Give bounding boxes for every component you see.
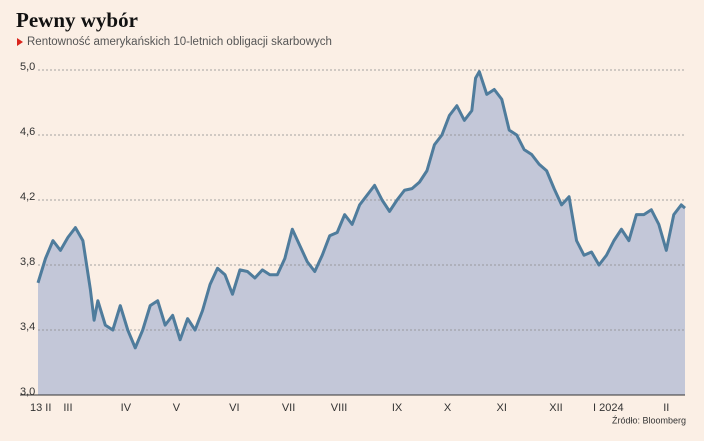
chart-title: Pewny wybór — [16, 8, 138, 32]
x-tick-label: 13 II — [30, 402, 51, 414]
x-tick-label: XI — [497, 402, 507, 414]
y-tick-label: 4,6 — [20, 126, 35, 138]
x-tick-label: IX — [392, 402, 403, 414]
x-tick-label: IV — [121, 402, 132, 414]
x-tick-label: II — [663, 402, 669, 414]
x-tick-label: XII — [549, 402, 562, 414]
x-tick-label: I 2024 — [593, 402, 624, 414]
y-tick-label: 5,0 — [20, 61, 35, 73]
bullet — [17, 38, 23, 46]
x-tick-label: VIII — [331, 402, 348, 414]
x-tick-label: X — [444, 402, 452, 414]
y-tick-label: 3,4 — [20, 321, 35, 333]
x-tick-label: VII — [282, 402, 295, 414]
y-tick-label: 3,8 — [20, 256, 35, 268]
x-tick-label: V — [173, 402, 181, 414]
line — [36, 70, 686, 350]
chart-subtitle: Rentowność amerykańskich 10-letnich obli… — [27, 36, 332, 48]
area — [38, 71, 685, 395]
x-tick-label: VI — [229, 402, 239, 414]
y-tick-label: 4,2 — [20, 191, 35, 203]
y-tick-label: 3,0 — [20, 386, 35, 398]
x-tick-label: III — [63, 402, 72, 414]
source: Źródło: Bloomberg — [612, 415, 686, 425]
